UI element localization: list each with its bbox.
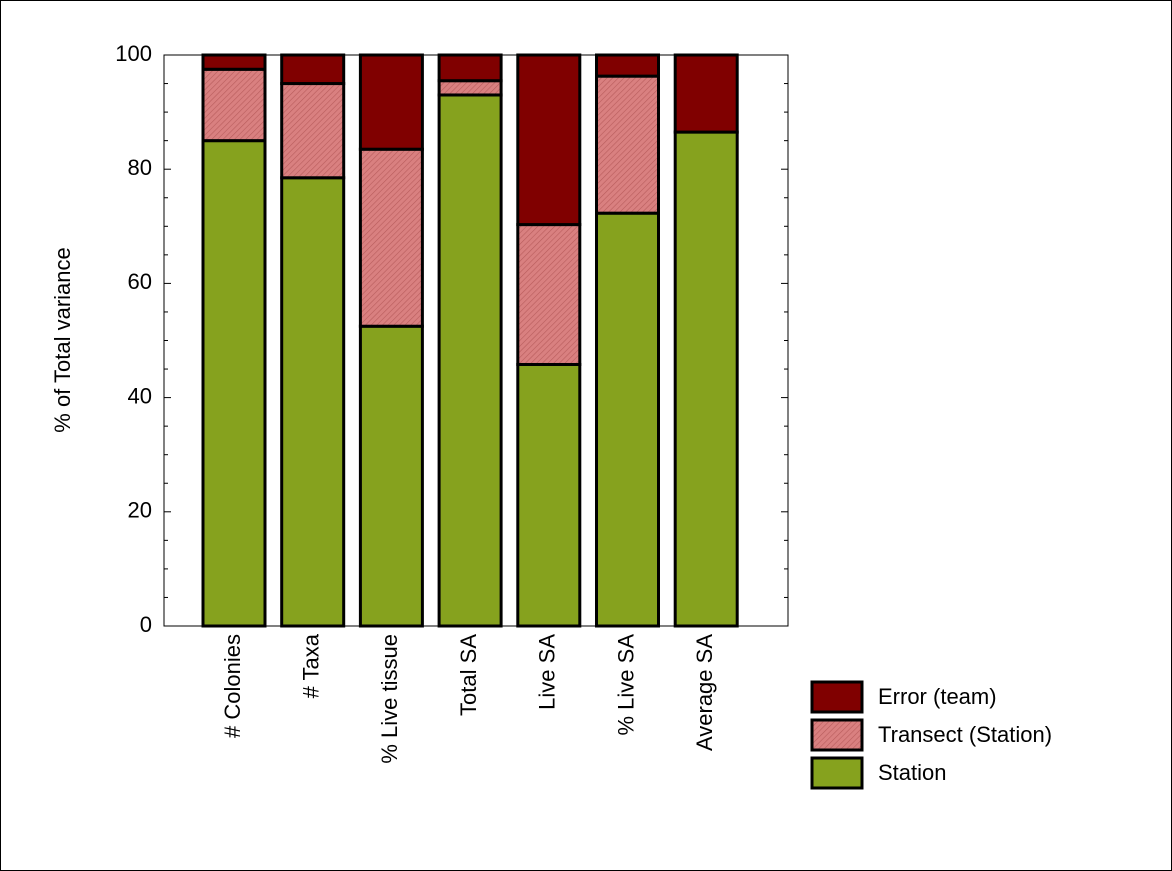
x-category-label: Total SA [456, 634, 481, 716]
bar-transect-station-3 [437, 79, 503, 97]
y-tick-label: 60 [128, 269, 152, 294]
bar-transect-station-5 [595, 74, 660, 215]
legend-swatch [810, 718, 864, 752]
bar-series [201, 53, 739, 628]
y-tick-label: 40 [128, 383, 152, 408]
x-category-label: % Live tissue [377, 634, 402, 764]
x-category-label: % Live SA [613, 634, 638, 736]
bar-station-6 [673, 130, 739, 628]
y-tick-label: 0 [140, 612, 152, 637]
bar-station-3 [437, 93, 503, 628]
y-axis-title: % of Total variance [50, 247, 75, 432]
legend-swatch [810, 680, 864, 714]
x-category-label: Live SA [535, 634, 560, 710]
bar-transect-station-2 [358, 147, 424, 328]
bar-station-0 [201, 139, 267, 628]
y-tick-label: 20 [128, 498, 152, 523]
legend-label: Transect (Station) [878, 722, 1052, 747]
legend-label: Station [878, 760, 947, 785]
bar-error-team-1 [280, 53, 346, 86]
bar-transect-station-4 [516, 223, 582, 366]
legend: Error (team) Transect (Station) Station [810, 680, 1052, 790]
y-tick-label: 80 [128, 155, 152, 180]
bar-station-1 [280, 176, 346, 628]
bar-error-team-0 [201, 53, 267, 71]
bar-station-5 [595, 211, 660, 628]
bar-error-team-4 [516, 53, 582, 227]
y-axis: 0 20 40 60 80 100 [115, 41, 788, 637]
y-tick-label: 100 [115, 41, 152, 66]
legend-swatch [810, 756, 864, 790]
x-category-label: Average SA [692, 634, 717, 751]
legend-label: Error (team) [878, 684, 997, 709]
bar-error-team-5 [595, 53, 660, 78]
bar-station-2 [358, 324, 424, 628]
bar-transect-station-1 [280, 82, 346, 180]
category-labels: # Colonies # Taxa % Live tissue Total SA Liv… [220, 633, 717, 763]
bar-error-team-3 [437, 53, 503, 83]
bar-error-team-6 [673, 53, 739, 134]
x-category-label: # Colonies [220, 634, 245, 738]
bar-station-4 [516, 362, 582, 628]
x-category-label: # Taxa [299, 633, 324, 698]
bar-transect-station-0 [201, 67, 267, 143]
bar-error-team-2 [358, 53, 424, 151]
